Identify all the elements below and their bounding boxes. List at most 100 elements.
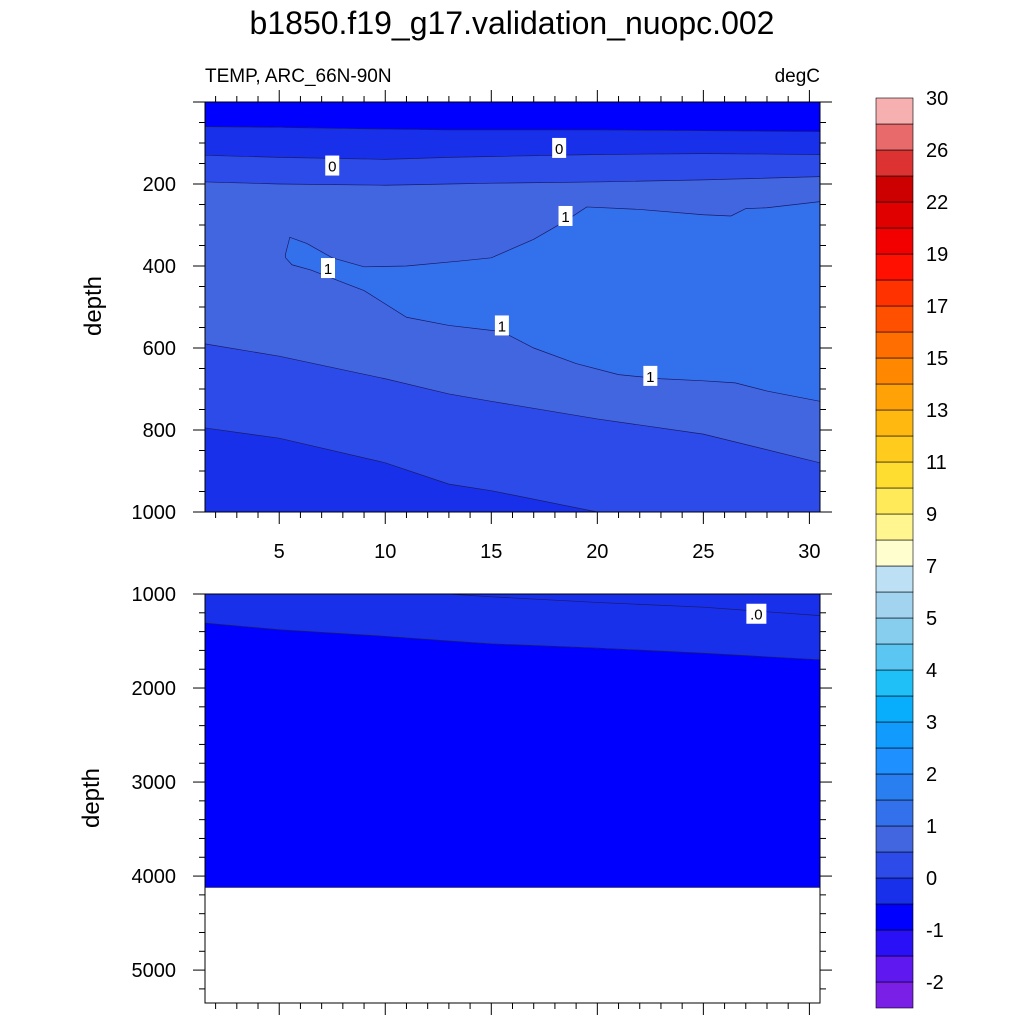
lower-contour-line — [205, 594, 820, 616]
colorbar-swatch — [875, 305, 914, 333]
lower-y-tick-label: 1000 — [132, 584, 177, 606]
upper-x-tick-label: 25 — [692, 541, 714, 563]
upper-x-tick-label: 20 — [586, 541, 608, 563]
upper-contour-label: 0 — [552, 137, 567, 158]
lower-y-axis-label: depth — [78, 768, 105, 828]
colorbar-swatch — [875, 383, 914, 411]
upper-contour-line — [205, 343, 820, 464]
upper-region-5 — [205, 343, 820, 512]
colorbar-tick-label: 15 — [926, 348, 948, 370]
colorbar-tick-label: 17 — [926, 296, 948, 318]
colorbar-swatch — [875, 669, 914, 697]
colorbar-tick-label: 0 — [926, 868, 937, 890]
colorbar-swatch — [875, 435, 914, 463]
colorbar-tick-label: 13 — [926, 400, 948, 422]
colorbar-swatch — [875, 123, 914, 151]
upper-region-1 — [205, 102, 820, 132]
svg-text:1: 1 — [324, 261, 332, 278]
colorbar-tick-label: 2 — [926, 764, 937, 786]
colorbar-swatch — [875, 799, 914, 827]
svg-text:.0: .0 — [750, 607, 763, 624]
colorbar-swatch — [875, 565, 914, 593]
colorbar-swatch — [875, 409, 914, 437]
svg-text:1: 1 — [561, 209, 569, 226]
colorbar-swatch — [875, 487, 914, 515]
lower-panel: 1000 2000 3000 4000 5000 .0 — [132, 584, 832, 1015]
upper-region-2 — [205, 126, 820, 160]
upper-contour-line — [205, 153, 820, 160]
upper-contour-label: 1 — [558, 205, 573, 226]
colorbar-tick-label: -2 — [926, 972, 944, 994]
lower-y-tick-label: 2000 — [132, 678, 177, 700]
upper-x-tick-label: 10 — [374, 541, 396, 563]
colorbar-tick-label: 19 — [926, 244, 948, 266]
upper-y-tick-label: 400 — [143, 256, 176, 278]
upper-y-tick-label: 800 — [143, 420, 176, 442]
lower-contour-label: .0 — [746, 603, 767, 624]
upper-x-tick-label: 5 — [274, 541, 285, 563]
colorbar-swatch — [875, 461, 914, 489]
colorbar-tick-label: 1 — [926, 816, 937, 838]
colorbar-tick-label: 22 — [926, 192, 948, 214]
lower-contour-line — [205, 622, 820, 661]
colorbar-swatch — [875, 149, 914, 177]
colorbar-tick-label: 9 — [926, 504, 937, 526]
figure-title: b1850.f19_g17.validation_nuopc.002 — [250, 5, 775, 41]
lower-region-1 — [205, 594, 820, 660]
upper-y-axis-label: depth — [80, 276, 107, 336]
colorbar-swatch — [875, 253, 914, 281]
svg-text:0: 0 — [328, 159, 336, 176]
upper-y-tick-label: 200 — [143, 174, 176, 196]
colorbar-tick-label: 3 — [926, 712, 937, 734]
colorbar-tick-label: 7 — [926, 556, 937, 578]
colorbar-swatch — [875, 929, 914, 957]
lower-y-tick-label: 4000 — [132, 866, 177, 888]
variable-label: TEMP, ARC_66N-90N — [205, 66, 392, 87]
svg-text:0: 0 — [555, 141, 563, 158]
upper-contour-label: 0 — [325, 155, 340, 176]
colorbar-swatch — [875, 97, 914, 125]
colorbar-swatch — [875, 877, 914, 905]
upper-region-3 — [205, 153, 820, 186]
colorbar-swatch — [875, 539, 914, 567]
svg-text:1: 1 — [646, 369, 654, 386]
colorbar-swatch — [875, 279, 914, 307]
colorbar-tick-label: 4 — [926, 660, 937, 682]
colorbar-swatch — [875, 825, 914, 853]
colorbar-tick-label: -1 — [926, 920, 944, 942]
colorbar-swatch — [875, 643, 914, 671]
upper-x-tick-label: 15 — [480, 541, 502, 563]
upper-x-tick-label: 30 — [798, 541, 820, 563]
colorbar-swatch — [875, 513, 914, 541]
colorbar-swatch — [875, 227, 914, 255]
upper-y-tick-label: 1000 — [132, 502, 177, 524]
colorbar-swatch — [875, 851, 914, 879]
colorbar-tick-label: 5 — [926, 608, 937, 630]
colorbar-swatch — [875, 747, 914, 775]
colorbar-swatch — [875, 331, 914, 359]
upper-contour-label: 1 — [321, 258, 335, 279]
units-label: degC — [775, 66, 820, 87]
lower-y-tick-label: 5000 — [132, 960, 177, 982]
colorbar-tick-label: 26 — [926, 140, 948, 162]
upper-region-6 — [205, 427, 820, 512]
upper-contour-line — [205, 176, 820, 186]
upper-contour-line — [205, 427, 820, 512]
colorbar-swatch — [875, 175, 914, 203]
colorbar-swatch — [875, 773, 914, 801]
upper-y-tick-label: 600 — [143, 338, 176, 360]
colorbar-tick-label: 11 — [926, 452, 947, 474]
colorbar-tick-label: 30 — [926, 88, 948, 110]
colorbar-swatch — [875, 981, 914, 1009]
colorbar-swatch — [875, 721, 914, 749]
colorbar-swatch — [875, 591, 914, 619]
svg-text:1: 1 — [498, 318, 506, 335]
colorbar-swatch — [875, 695, 914, 723]
upper-contour-line — [205, 126, 820, 132]
lower-y-tick-label: 3000 — [132, 772, 177, 794]
colorbar-swatch — [875, 955, 914, 983]
colorbar-swatch — [875, 903, 914, 931]
upper-panel: 5 10 15 20 25 30 200 400 600 800 1000 0 0 1 1 1 1 — [132, 90, 832, 563]
lower-region-2 — [205, 623, 820, 888]
